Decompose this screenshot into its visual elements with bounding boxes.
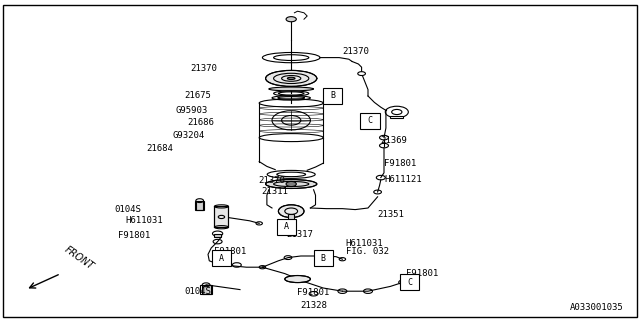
Bar [214,206,228,227]
Text: F91801: F91801 [214,247,246,256]
Ellipse shape [285,276,310,283]
Ellipse shape [266,70,317,86]
Text: 21351: 21351 [378,210,404,219]
Bar [196,201,203,210]
Text: F91801: F91801 [384,159,416,168]
Ellipse shape [269,87,314,91]
Circle shape [358,72,365,76]
Text: F91801: F91801 [406,269,438,278]
Text: 21311: 21311 [261,188,288,196]
Text: H611121: H611121 [384,175,422,184]
Text: 21317: 21317 [287,230,314,239]
Bar [195,201,204,210]
Bar [212,250,231,266]
Ellipse shape [266,180,317,188]
Text: A033001035: A033001035 [570,303,624,312]
Text: C: C [367,116,372,125]
Circle shape [286,181,296,187]
Text: A: A [284,222,289,231]
Text: 21675: 21675 [184,92,211,100]
Text: 0104S: 0104S [184,287,211,296]
Bar [400,274,419,290]
Text: A: A [219,254,224,263]
Bar [323,88,342,104]
Text: 21328: 21328 [300,301,327,310]
Text: 0104S: 0104S [114,205,141,214]
Text: B: B [321,254,326,263]
Text: H611031: H611031 [125,216,163,225]
Bar [214,234,221,237]
Text: 21370: 21370 [191,64,218,73]
Bar [314,250,333,266]
Text: G95903: G95903 [176,106,208,115]
Circle shape [286,17,296,22]
Text: F91801: F91801 [118,231,150,240]
Circle shape [278,205,304,218]
Text: H611031: H611031 [346,239,383,248]
Text: 21370: 21370 [258,176,285,185]
Bar [277,219,296,235]
Text: F91801: F91801 [298,288,330,297]
Bar [390,116,403,118]
Text: 21370: 21370 [342,47,369,56]
Text: C: C [407,278,412,287]
Text: FRONT: FRONT [63,245,96,272]
Bar [288,214,294,221]
Bar [200,285,212,294]
Ellipse shape [287,77,295,79]
Text: FIG. 032: FIG. 032 [346,247,388,256]
Text: G93204: G93204 [173,131,205,140]
Text: 21684: 21684 [146,144,173,153]
Text: 21686: 21686 [188,118,214,127]
Text: B: B [330,92,335,100]
Bar [202,285,211,294]
Bar [214,206,228,227]
Bar [360,113,380,129]
Text: 21369: 21369 [381,136,408,145]
